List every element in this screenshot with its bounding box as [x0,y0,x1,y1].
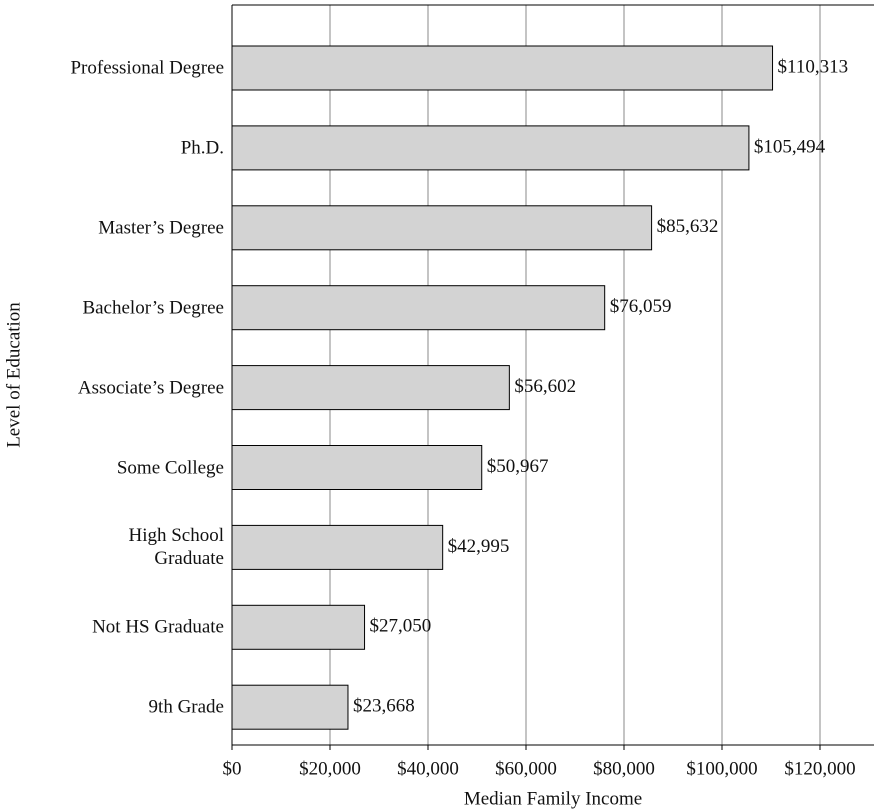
x-tick-label: $20,000 [299,758,361,779]
value-label: $56,602 [514,376,576,397]
value-label: $42,995 [448,536,510,557]
x-tick-label: $80,000 [593,758,655,779]
bar [231,684,349,730]
value-label: $105,494 [754,136,826,157]
x-tick-label: $100,000 [686,758,757,779]
x-axis-title: Median Family Income [464,788,642,809]
bar [231,365,510,411]
bar [231,205,653,251]
y-tick-label: Master’s Degree [98,217,224,239]
bar [231,45,774,91]
y-tick-label: Associate’s Degree [77,377,224,399]
bar [231,445,483,490]
y-tick-label: 9th Grade [148,696,224,718]
bar [231,285,606,331]
value-label: $27,050 [370,616,432,637]
bar [231,125,750,171]
bar [231,524,444,570]
value-label: $23,668 [353,696,415,717]
y-tick-label: Not HS Graduate [92,616,224,638]
y-tick-label: Professional Degree [70,57,224,79]
x-tick-label: $120,000 [784,758,855,779]
y-tick-label: Some College [116,457,224,478]
value-label: $110,313 [778,56,849,77]
bar [231,604,366,650]
y-tick-label: Bachelor’s Degree [82,297,224,319]
value-label: $50,967 [487,456,549,477]
y-tick-label: High School Graduate [128,525,224,570]
x-tick-label: $40,000 [397,758,459,779]
y-tick-label: Ph.D. [180,137,224,159]
value-label: $76,059 [610,296,672,317]
x-tick-label: $0 [223,758,242,779]
y-axis-title: Level of Education [3,302,24,448]
value-label: $85,632 [657,216,719,237]
x-tick-label: $60,000 [495,758,557,779]
